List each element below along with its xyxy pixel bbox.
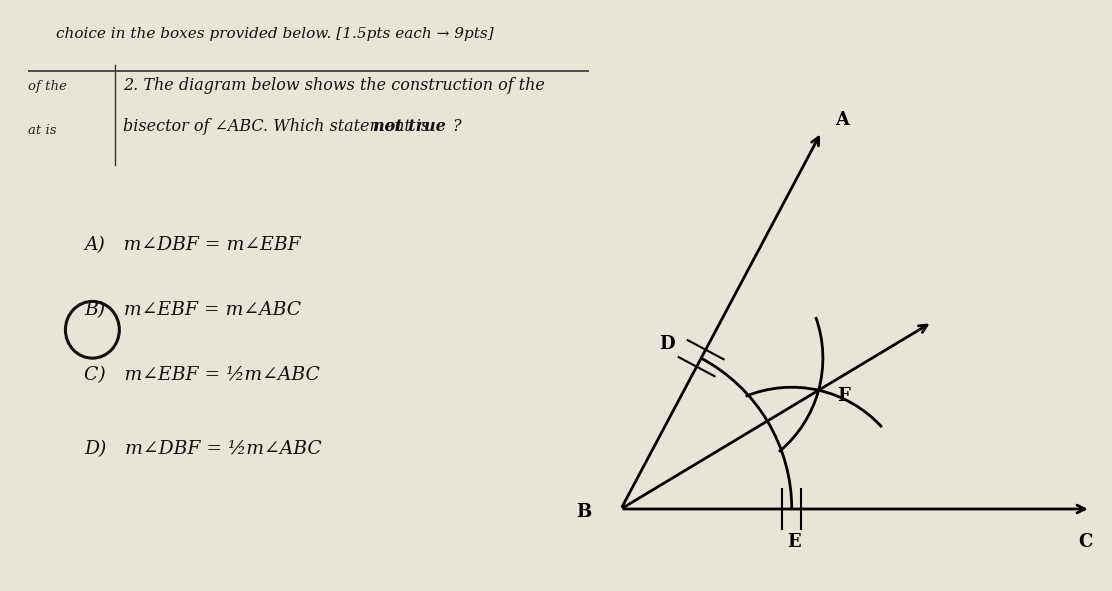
Text: 2. The diagram below shows the construction of the: 2. The diagram below shows the construct… (123, 77, 545, 94)
Text: B) m∠EBF = m∠ABC: B) m∠EBF = m∠ABC (85, 301, 301, 319)
Text: bisector of ∠ABC. Which statement is: bisector of ∠ABC. Which statement is (123, 118, 435, 135)
Text: A: A (835, 111, 848, 129)
Text: choice in the boxes provided below. [1.5pts each → 9pts]: choice in the boxes provided below. [1.5… (56, 27, 494, 41)
Text: F: F (837, 387, 851, 405)
Text: ?: ? (451, 118, 460, 135)
Text: C: C (1079, 533, 1092, 551)
Text: A) m∠DBF = m∠EBF: A) m∠DBF = m∠EBF (85, 236, 300, 254)
Text: E: E (787, 533, 802, 551)
Text: C) m∠EBF = ½m∠ABC: C) m∠EBF = ½m∠ABC (85, 366, 320, 384)
Text: not true: not true (374, 118, 446, 135)
Text: B: B (576, 503, 592, 521)
Text: at is: at is (28, 124, 57, 137)
Text: D: D (658, 335, 675, 353)
Text: of the: of the (28, 80, 67, 93)
Text: D) m∠DBF = ½m∠ABC: D) m∠DBF = ½m∠ABC (85, 440, 321, 458)
